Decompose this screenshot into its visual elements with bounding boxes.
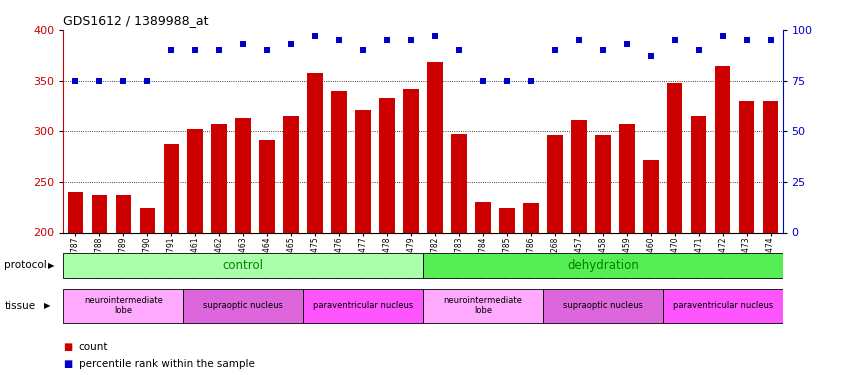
Bar	[662, 289, 783, 322]
Bar	[235, 118, 251, 232]
Bar	[307, 72, 323, 232]
Bar	[332, 91, 347, 232]
Bar	[303, 289, 423, 322]
Bar	[91, 195, 107, 232]
Point	[236, 41, 250, 47]
Point	[308, 33, 321, 39]
Bar	[739, 101, 755, 232]
Bar	[715, 66, 730, 232]
Text: control: control	[222, 259, 264, 272]
Text: dehydration: dehydration	[567, 259, 639, 272]
Point	[92, 78, 106, 84]
Point	[380, 37, 393, 43]
Point	[716, 33, 729, 39]
Bar	[404, 89, 419, 232]
Bar	[63, 253, 423, 278]
Bar	[547, 135, 563, 232]
Bar	[163, 144, 179, 232]
Point	[356, 47, 370, 53]
Bar	[571, 120, 586, 232]
Text: ■: ■	[63, 342, 73, 352]
Bar	[212, 124, 227, 232]
Text: ▶: ▶	[44, 301, 51, 310]
Text: percentile rank within the sample: percentile rank within the sample	[79, 359, 255, 369]
Text: ■: ■	[63, 359, 73, 369]
Point	[667, 37, 681, 43]
Point	[332, 37, 346, 43]
Text: paraventricular nucleus: paraventricular nucleus	[313, 301, 413, 310]
Point	[189, 47, 202, 53]
Point	[500, 78, 514, 84]
Bar	[379, 98, 395, 232]
Bar	[619, 124, 634, 232]
Bar	[188, 129, 203, 232]
Point	[140, 78, 154, 84]
Point	[476, 78, 490, 84]
Point	[596, 47, 609, 53]
Bar	[475, 202, 491, 232]
Text: GDS1612 / 1389988_at: GDS1612 / 1389988_at	[63, 15, 209, 27]
Bar	[523, 203, 539, 232]
Bar	[595, 135, 611, 232]
Point	[404, 37, 418, 43]
Bar	[68, 192, 83, 232]
Text: supraoptic nucleus: supraoptic nucleus	[563, 301, 643, 310]
Point	[739, 37, 753, 43]
Bar	[643, 160, 658, 232]
Text: ▶: ▶	[48, 261, 55, 270]
Text: count: count	[79, 342, 108, 352]
Bar	[116, 195, 131, 232]
Text: protocol: protocol	[4, 260, 47, 270]
Point	[284, 41, 298, 47]
Bar	[184, 289, 303, 322]
Bar	[283, 116, 299, 232]
Point	[548, 47, 562, 53]
Text: supraoptic nucleus: supraoptic nucleus	[203, 301, 283, 310]
Point	[69, 78, 82, 84]
Point	[572, 37, 585, 43]
Bar	[423, 253, 783, 278]
Text: neurointermediate
lobe: neurointermediate lobe	[84, 296, 162, 315]
Bar	[427, 62, 442, 232]
Bar	[63, 289, 184, 322]
Bar	[667, 82, 683, 232]
Bar	[140, 208, 155, 232]
Bar	[451, 134, 467, 232]
Point	[524, 78, 537, 84]
Bar	[499, 208, 514, 232]
Bar	[691, 116, 706, 232]
Bar	[355, 110, 371, 232]
Text: neurointermediate
lobe: neurointermediate lobe	[443, 296, 522, 315]
Point	[620, 41, 634, 47]
Text: paraventricular nucleus: paraventricular nucleus	[673, 301, 772, 310]
Point	[764, 37, 777, 43]
Point	[164, 47, 178, 53]
Text: tissue: tissue	[4, 301, 36, 310]
Point	[692, 47, 706, 53]
Point	[212, 47, 226, 53]
Point	[117, 78, 130, 84]
Point	[261, 47, 274, 53]
Point	[644, 53, 657, 59]
Bar	[260, 140, 275, 232]
Bar	[423, 289, 543, 322]
Point	[452, 47, 465, 53]
Bar	[763, 101, 778, 232]
Point	[428, 33, 442, 39]
Bar	[543, 289, 662, 322]
